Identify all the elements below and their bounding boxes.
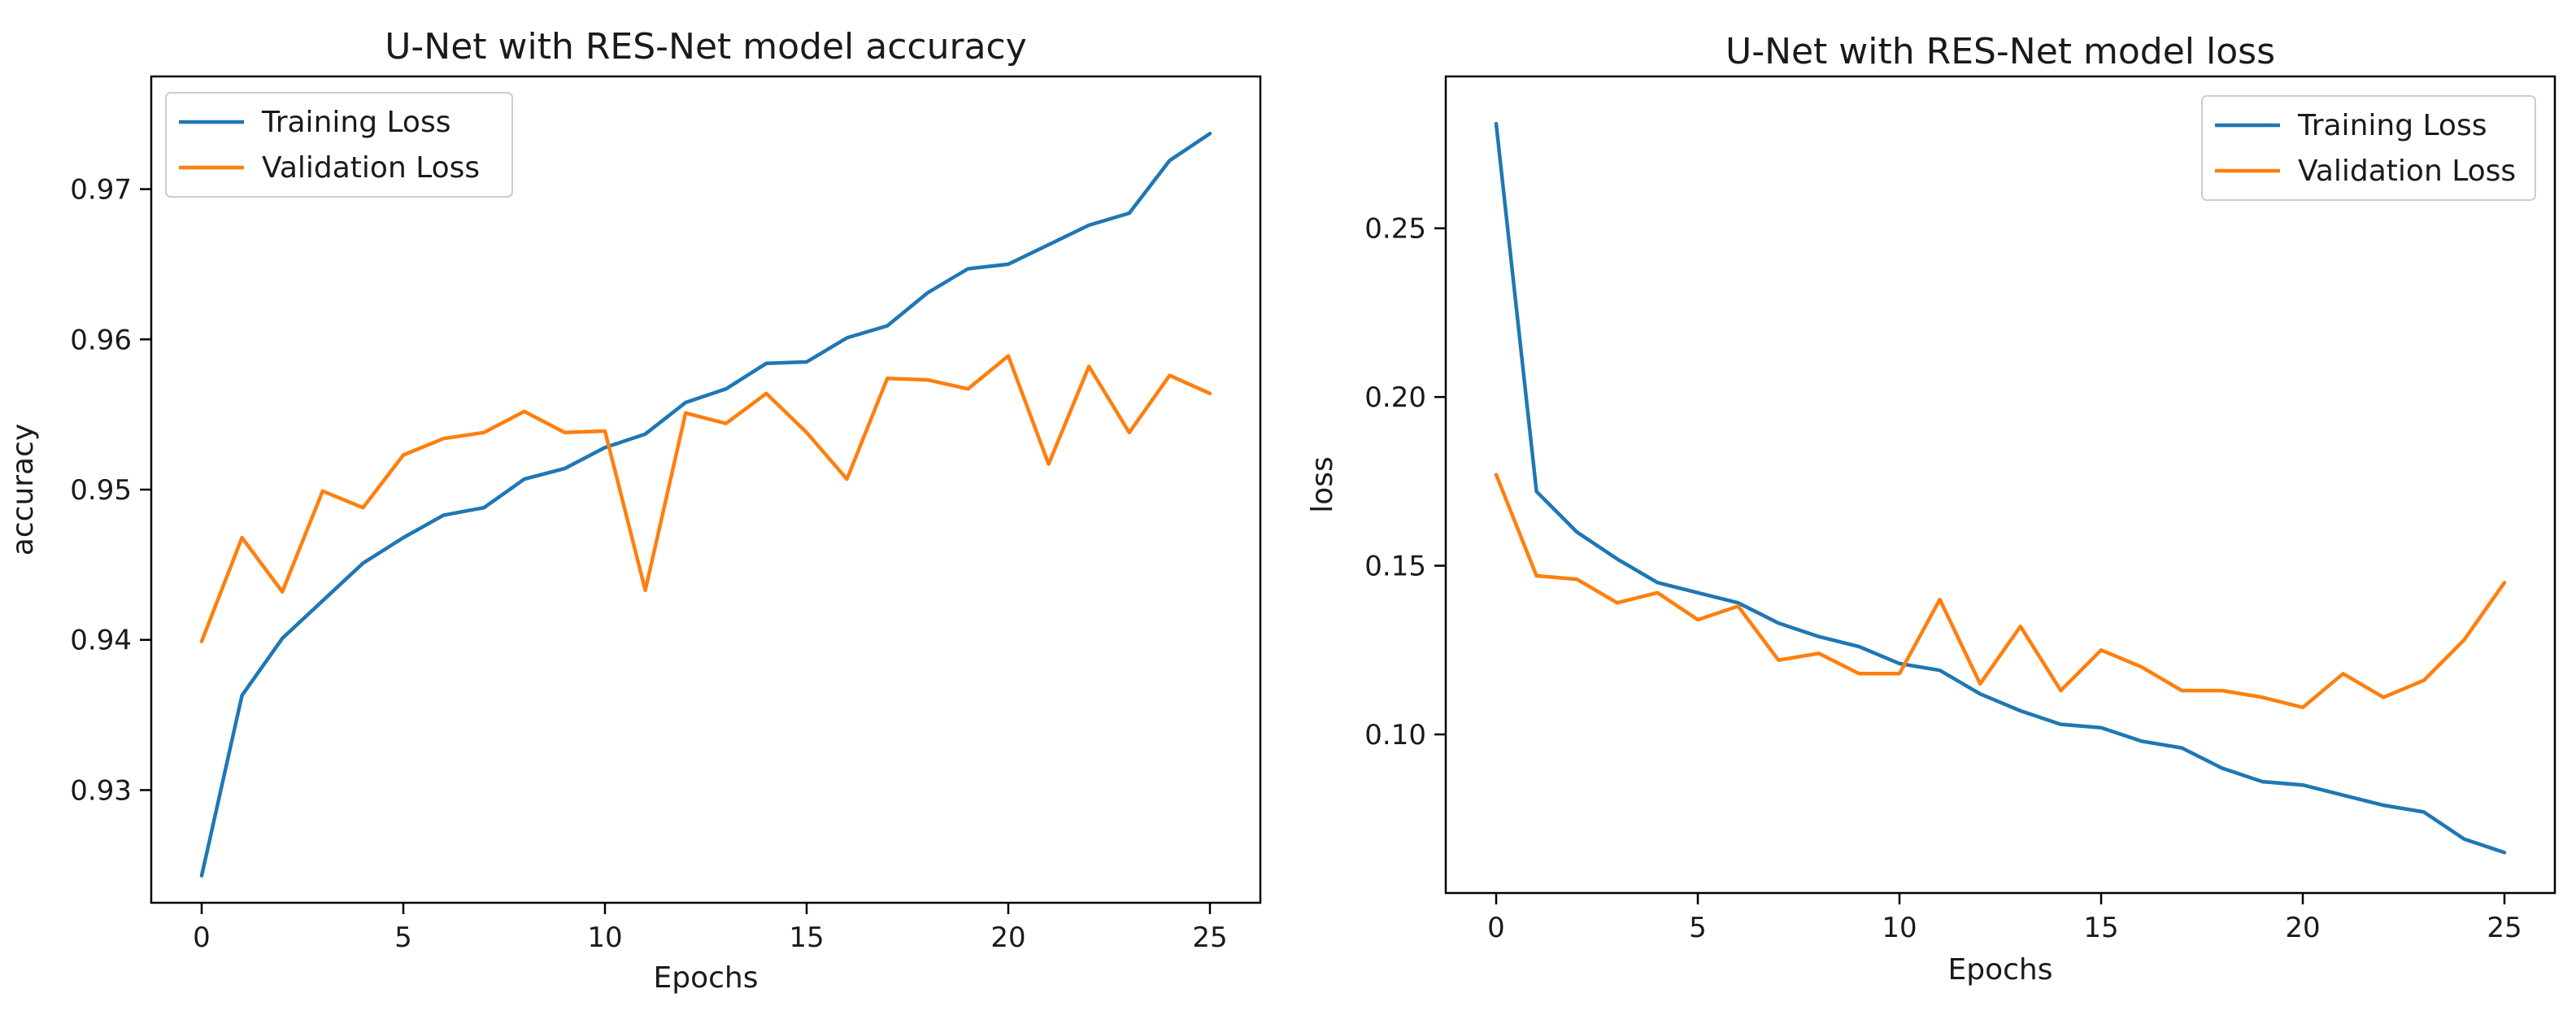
legend-box <box>2201 95 2536 201</box>
x-tick-label: 15 <box>2083 912 2118 944</box>
legend: Training Loss Validation Loss <box>165 92 513 198</box>
y-tick-label: 0.25 <box>1364 213 1426 246</box>
y-tick-label: 0.96 <box>70 324 132 356</box>
y-axis-label: loss <box>1306 456 1339 513</box>
y-tick-label: 0.10 <box>1364 719 1426 751</box>
legend-label: Validation Loss <box>262 151 480 185</box>
y-tick-label: 0.20 <box>1364 381 1426 414</box>
x-tick-label: 25 <box>1192 921 1227 954</box>
plot-frame <box>1444 75 2556 895</box>
x-axis-label: Epochs <box>654 961 759 995</box>
series-line-validation <box>1494 473 2507 710</box>
legend: Training Loss Validation Loss <box>2201 95 2536 201</box>
legend-label: Training Loss <box>261 106 450 139</box>
x-tick-label: 20 <box>2285 912 2320 944</box>
legend-label: Training Loss <box>2297 109 2487 142</box>
legend-box <box>165 92 513 198</box>
y-tick-label: 0.93 <box>70 774 132 807</box>
x-tick-label: 0 <box>1487 912 1505 944</box>
series-line-training <box>199 131 1212 878</box>
y-tick-label: 0.95 <box>70 474 132 507</box>
x-tick-label: 5 <box>1689 912 1707 944</box>
y-tick-label: 0.94 <box>70 625 132 657</box>
x-tick-label: 5 <box>394 921 412 954</box>
x-tick-label: 10 <box>1882 912 1917 944</box>
x-tick-label: 0 <box>193 921 211 954</box>
accuracy-chart: 0 5 10 15 20 25 0.93 0.94 0.95 0.96 0.97 U-Net with… <box>7 26 1262 995</box>
x-tick-label: 20 <box>990 921 1025 954</box>
y-axis-label: accuracy <box>7 424 40 555</box>
legend-label: Validation Loss <box>2298 155 2516 188</box>
y-tick-label: 0.15 <box>1364 551 1426 583</box>
x-axis-label: Epochs <box>1948 953 2053 987</box>
chart-title: U-Net with RES-Net model accuracy <box>385 26 1027 68</box>
loss-chart: 0 5 10 15 20 25 0.10 0.15 0.20 0.25 U-Net with RES… <box>1306 31 2556 987</box>
series-line-validation <box>199 354 1212 643</box>
series-line-training <box>1494 121 2507 855</box>
x-tick-label: 10 <box>587 921 622 954</box>
y-tick-label: 0.97 <box>70 174 132 207</box>
plot-frame <box>150 75 1262 904</box>
x-tick-label: 15 <box>789 921 824 954</box>
x-tick-label: 25 <box>2487 912 2522 944</box>
chart-title: U-Net with RES-Net model loss <box>1725 31 2275 72</box>
